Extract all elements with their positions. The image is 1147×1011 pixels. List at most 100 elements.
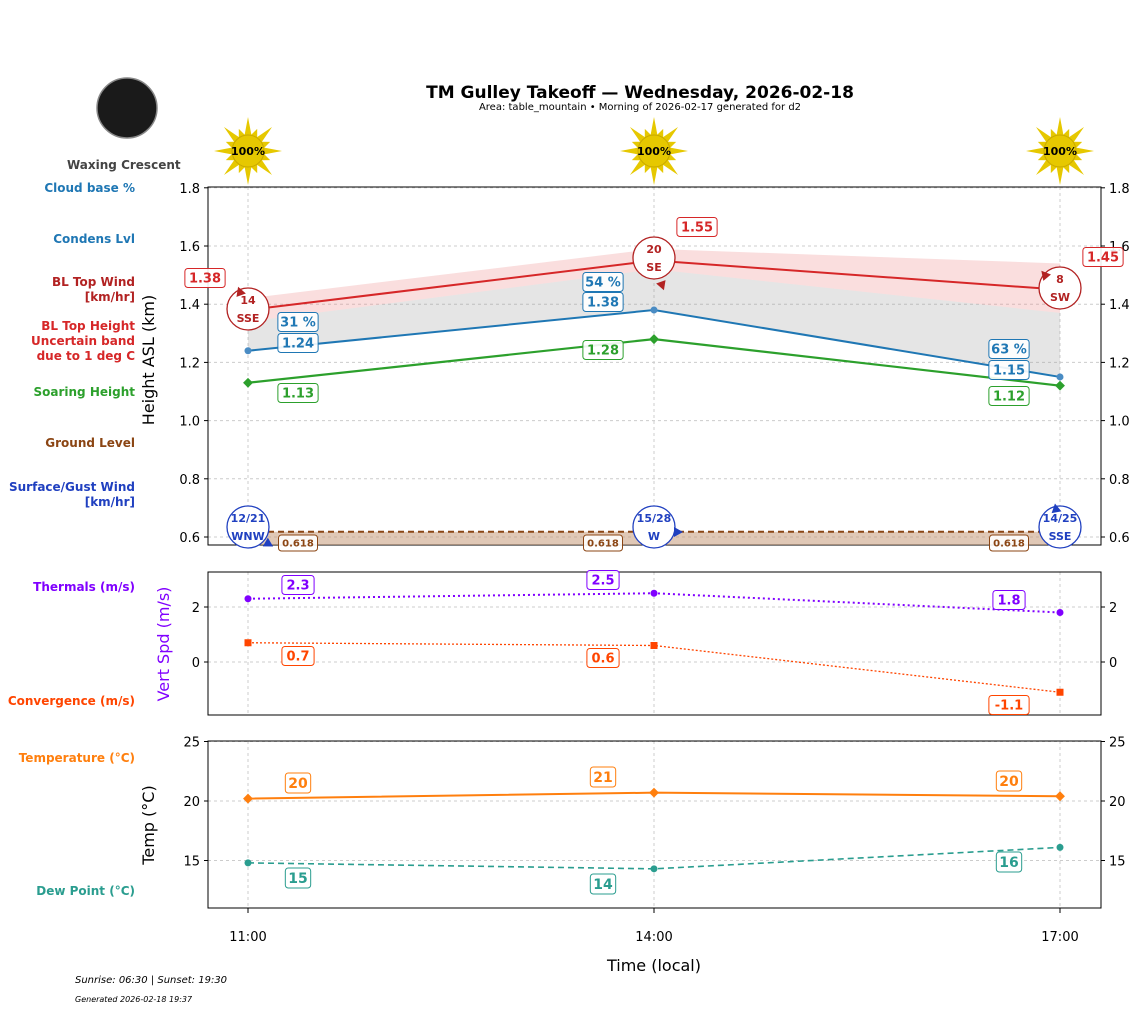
y-tick-label-left: 1.2 — [179, 356, 200, 371]
y-axis-label: Height ASL (km) — [139, 295, 158, 425]
sun-ray — [662, 126, 679, 143]
cloud-base-percent-label-box — [277, 312, 319, 332]
row-label: Dew Point (°C) — [36, 884, 135, 898]
surface-wind-direction: W — [648, 530, 660, 543]
dew-point-point — [650, 865, 658, 873]
sun-ray — [244, 117, 252, 136]
bl-top-wind-direction: SW — [1050, 291, 1070, 304]
moon-phase-label: Waxing Crescent — [67, 158, 181, 172]
y-tick-label-right: 15 — [1109, 855, 1126, 870]
row-label: BL Top Wind [km/hr] — [51, 275, 135, 304]
y-tick-label-right: 20 — [1109, 795, 1126, 810]
bl-top-wind-direction: SE — [646, 261, 661, 274]
convergence-point — [244, 639, 252, 647]
sun-cover-label: 100% — [637, 145, 671, 158]
convergence-point — [650, 642, 658, 649]
row-label: Temperature (°C) — [18, 751, 135, 765]
temperature-value-label: 21 — [593, 770, 612, 786]
convergence-value-label-box — [988, 695, 1030, 715]
bl-top-wind-speed: 14 — [240, 294, 256, 307]
y-tick-label-left: 0.6 — [179, 531, 200, 546]
y-tick-label-right: 25 — [1109, 736, 1126, 751]
sun-ray — [1068, 159, 1085, 176]
surface-wind-circle — [1038, 505, 1082, 549]
soaring-height-value-label: 1.12 — [993, 390, 1025, 405]
convergence-value-label-box — [281, 646, 315, 666]
y-tick-label-left: 2 — [192, 601, 200, 616]
y-tick-label-left: 25 — [183, 736, 200, 751]
condens-level-value-label-box — [277, 333, 319, 353]
convergence-value-label: 0.6 — [591, 652, 614, 667]
condens-level-point — [1056, 373, 1064, 381]
x-tick-label: 17:00 — [1041, 930, 1078, 945]
dew-point-value-label-box — [995, 851, 1023, 873]
condens-level-point — [244, 347, 252, 355]
ground-level-value-label: 0.618 — [282, 539, 314, 550]
row-label: BL Top Height Uncertain band due to 1 de… — [31, 319, 135, 363]
axes-frame — [207, 571, 1102, 716]
surface-wind-speed: 14/25 — [1043, 512, 1078, 525]
sun-ray — [263, 147, 282, 155]
y-tick-label-right: 2 — [1109, 601, 1117, 616]
dew-point-point — [244, 859, 252, 867]
ground-level-value-label-box — [583, 534, 623, 552]
sun-times: Sunrise: 06:30 | Sunset: 19:30 — [75, 975, 228, 986]
surface-wind-speed: 12/21 — [231, 512, 266, 525]
moon-icon — [96, 77, 158, 139]
y-tick-label-right: 1.4 — [1109, 298, 1130, 313]
condens-level-value-label: 1.15 — [993, 364, 1025, 379]
thermals-value-label: 2.3 — [286, 579, 309, 594]
y-tick-label-right: 1.2 — [1109, 356, 1130, 371]
chart-subtitle: Area: table_mountain • Morning of 2026-0… — [478, 102, 802, 113]
sun-ray — [620, 147, 639, 155]
y-tick-label-right: 1.8 — [1109, 182, 1130, 197]
sun-disc — [637, 134, 671, 168]
row-label: Cloud base % — [44, 181, 135, 195]
sun-ray — [662, 159, 679, 176]
sun-ray — [1035, 126, 1052, 143]
convergence-value-label-box — [586, 648, 620, 668]
temperature-value-label-box — [284, 772, 312, 794]
y-tick-label-right: 0.6 — [1109, 531, 1130, 546]
bl-top-value-label: 1.38 — [189, 272, 221, 287]
temperature-value-label: 20 — [999, 774, 1019, 790]
condens-level-value-label-box — [582, 292, 624, 312]
y-tick-label-left: 15 — [183, 855, 200, 870]
soaring-height-value-label-box — [582, 340, 624, 360]
sun-ray — [629, 159, 646, 176]
thermals-point — [650, 589, 658, 597]
bl-top-wind-speed: 8 — [1056, 273, 1064, 286]
surface-wind-direction: WNW — [231, 530, 264, 543]
convergence-point — [1056, 688, 1064, 696]
x-axis-label: Time (local) — [606, 956, 701, 975]
dew-point-value-label-box — [284, 867, 312, 889]
y-tick-label-left: 20 — [183, 795, 200, 810]
y-tick-label-left: 1.8 — [179, 182, 200, 197]
wind-arrow-icon — [1041, 270, 1051, 281]
dew-point-value-label-box — [589, 873, 617, 895]
temperature-point — [243, 793, 253, 804]
sun-ray — [1035, 159, 1052, 176]
y-tick-label-left: 0 — [192, 656, 200, 671]
bl-top-wind-circle — [1038, 266, 1082, 310]
thermals-value-label-box — [281, 575, 315, 595]
bl-top-value-label: 1.45 — [1087, 251, 1119, 266]
sun-ray — [650, 117, 658, 136]
bl-top-value-label-box — [1082, 247, 1124, 267]
soaring-height-value-label-box — [988, 386, 1030, 406]
y-tick-label-right: 1.0 — [1109, 415, 1130, 430]
cloud-base-percent-label-box — [988, 339, 1030, 359]
sun-ray — [256, 126, 273, 143]
temperature-value-label: 20 — [288, 776, 308, 792]
sun-ray — [1075, 147, 1094, 155]
ground-level-value-label-box — [278, 534, 318, 552]
chart-title: TM Gulley Takeoff — Wednesday, 2026-02-1… — [426, 83, 854, 103]
temperature-value-label-box — [995, 770, 1023, 792]
y-axis-label: Temp (°C) — [139, 785, 158, 865]
sun-ray — [1056, 117, 1064, 136]
cloud-base-percent-label: 31 % — [280, 316, 316, 331]
temperature-value-label-box — [589, 766, 617, 788]
y-tick-label-left: 1.4 — [179, 298, 200, 313]
surface-wind-speed: 15/28 — [637, 512, 672, 525]
